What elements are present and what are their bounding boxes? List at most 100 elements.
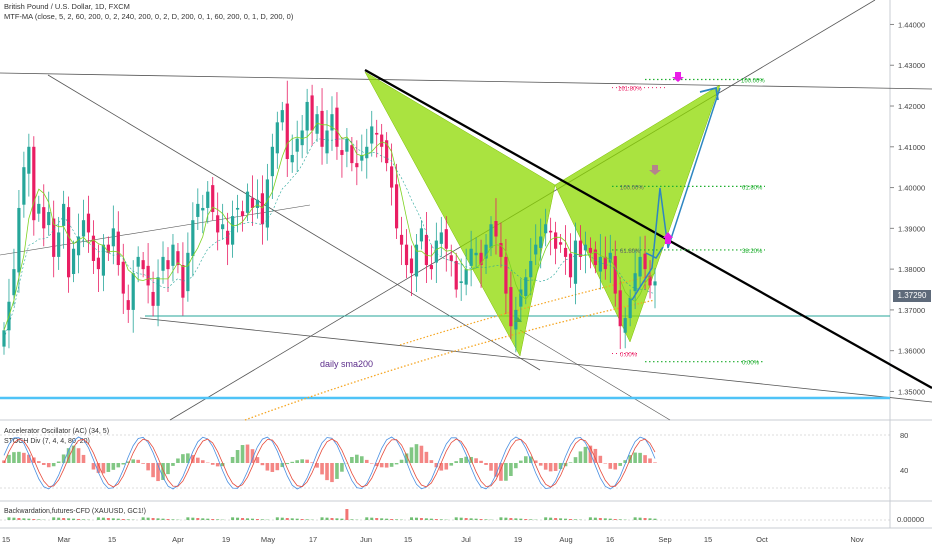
backwardation-bar — [320, 517, 324, 520]
backwardation-bar — [414, 517, 418, 520]
fib-label-0: 0.00% — [742, 361, 760, 367]
time-axis-label: 15 — [2, 535, 10, 544]
candle — [201, 207, 205, 211]
candle — [285, 103, 289, 160]
ac-bar — [533, 460, 538, 463]
candle — [81, 220, 86, 237]
ac-bar — [394, 463, 399, 465]
backwardation-bar — [365, 517, 369, 520]
candle — [623, 318, 627, 333]
candle — [370, 126, 374, 144]
fib-label-161: 161.80% — [618, 87, 642, 93]
candle — [47, 212, 51, 226]
ac-bar — [519, 460, 523, 463]
backwardation-bar — [12, 517, 16, 520]
candle — [350, 145, 354, 164]
backwardation-bar — [648, 518, 652, 520]
candle — [509, 287, 513, 327]
backwardation-bar — [32, 519, 36, 520]
candle — [320, 110, 324, 147]
backwardation-bar — [236, 517, 240, 520]
candle — [504, 256, 508, 294]
backwardation-bar — [564, 518, 568, 520]
candle — [191, 220, 195, 257]
ac-bar — [504, 463, 508, 481]
ac-bar — [171, 463, 175, 466]
ac-bar — [186, 453, 190, 463]
backwardation-bar — [17, 518, 21, 520]
trend-line — [519, 329, 671, 421]
down-arrow-icon — [652, 165, 658, 170]
candle — [42, 207, 46, 229]
ac-bar — [166, 463, 170, 475]
backwardation-bar — [593, 517, 597, 520]
ac-level-label: 40 — [900, 466, 908, 475]
candle — [245, 191, 250, 213]
backwardation-bar — [201, 518, 205, 520]
down-arrow-icon — [675, 72, 681, 77]
candle — [404, 244, 409, 266]
candle — [648, 275, 652, 286]
ac-bar — [295, 460, 299, 463]
ac-bar — [419, 445, 424, 463]
ac-bar — [101, 463, 106, 474]
harmonic-triangle-right — [554, 84, 721, 343]
time-axis-label: 19 — [222, 535, 230, 544]
candle — [409, 258, 414, 274]
ac-bar — [250, 449, 255, 463]
candle — [429, 265, 433, 270]
projection-arrow — [699, 86, 719, 101]
price-axis-label: 1.39000 — [898, 224, 925, 233]
candle — [484, 244, 488, 259]
candle — [22, 167, 26, 205]
ac-level-label: 80 — [900, 431, 908, 440]
ac-bar — [240, 445, 245, 463]
ac-bar — [2, 460, 6, 463]
backwardation-bar — [106, 518, 110, 520]
candle — [573, 240, 578, 284]
candle — [166, 260, 170, 270]
candle — [613, 256, 617, 294]
time-axis-label: 15 — [404, 535, 412, 544]
ac-bar — [573, 457, 578, 463]
ac-bar — [484, 463, 488, 465]
candle — [295, 138, 299, 152]
backwardation-bar — [419, 518, 423, 520]
backwardation-bar — [250, 518, 254, 520]
ac-bar — [399, 459, 404, 463]
sma-line — [399, 275, 653, 346]
candle — [2, 330, 6, 347]
ac-bar — [220, 463, 225, 467]
candle — [414, 244, 419, 277]
candle — [255, 199, 260, 208]
up-arrow-icon — [665, 238, 671, 244]
ac-bar — [181, 454, 185, 463]
candle — [464, 269, 468, 285]
candle — [186, 252, 190, 292]
price-axis-label: 1.44000 — [898, 20, 925, 29]
sma200-line — [244, 299, 654, 421]
ac-bar — [305, 459, 309, 463]
ac-bar — [12, 452, 16, 463]
candle — [628, 297, 632, 319]
candle — [598, 256, 602, 272]
backwardation-bar — [519, 518, 523, 520]
ac-bar — [46, 463, 51, 468]
backwardation-bar — [325, 517, 329, 520]
candle — [12, 269, 16, 296]
backwardation-bar — [643, 518, 647, 520]
ac-bar — [653, 462, 657, 463]
channel-line — [47, 74, 541, 371]
bold-trend-line — [364, 68, 932, 390]
ac-bar — [36, 461, 41, 463]
time-axis-label: Jul — [461, 535, 471, 544]
backwardation-bar — [474, 518, 478, 520]
ac-bar — [66, 448, 71, 463]
candle — [275, 122, 279, 154]
ac-bar — [374, 463, 379, 467]
backwardation-bar — [171, 519, 175, 520]
backwardation-bar — [211, 519, 215, 520]
ac-bar — [275, 463, 280, 471]
backwardation-bar — [340, 518, 344, 520]
